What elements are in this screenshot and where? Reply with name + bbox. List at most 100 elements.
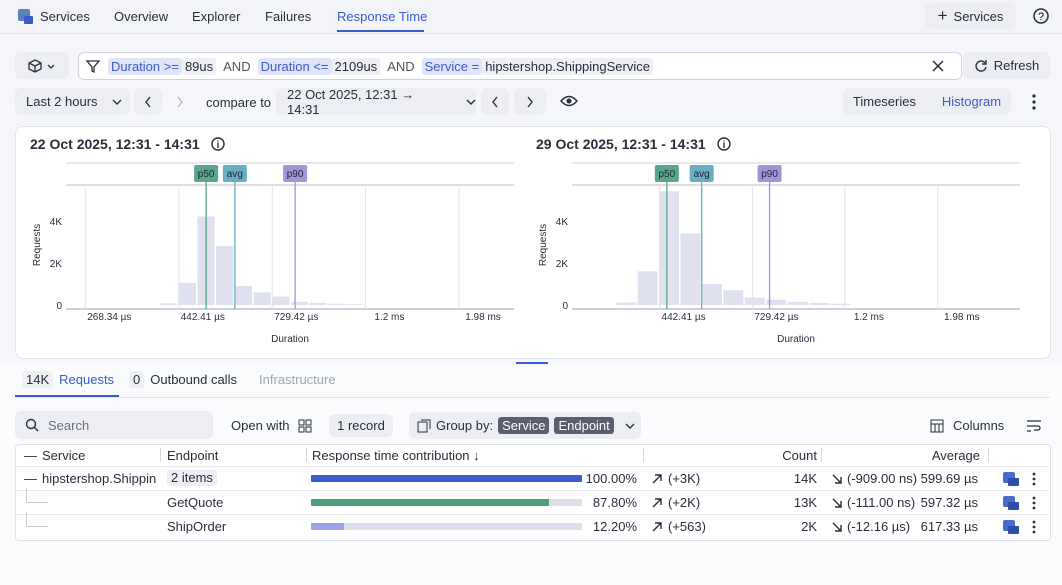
- next-button[interactable]: [166, 88, 194, 115]
- nav-tab-active[interactable]: Response Time: [337, 9, 428, 24]
- info-icon: [717, 137, 731, 151]
- contribution-label: 100.00%: [585, 471, 637, 486]
- y-tick-label: 2K: [50, 259, 63, 270]
- x-tick-label: 442.41 µs: [181, 312, 225, 323]
- more-icon[interactable]: [1028, 93, 1040, 111]
- columns-button[interactable]: Columns: [930, 418, 1004, 433]
- x-tick-label: 1.98 ms: [944, 312, 980, 323]
- compare-next-button[interactable]: [514, 88, 546, 115]
- app-link-icon[interactable]: [1002, 471, 1020, 491]
- tree-line: [26, 526, 48, 527]
- marker-badge: [194, 165, 219, 182]
- histogram-bar: [809, 302, 830, 305]
- wrap-icon[interactable]: [1026, 419, 1042, 433]
- filter-icon: [85, 60, 101, 74]
- nav-tab[interactable]: Overview: [114, 9, 169, 24]
- tab[interactable]: 14K Requests: [22, 371, 114, 388]
- histogram-bar: [637, 271, 658, 305]
- x-tick-label: 729.42 µs: [754, 312, 798, 323]
- endpoint-chip[interactable]: 2 items: [167, 470, 217, 486]
- clear-filter-icon[interactable]: [930, 58, 946, 74]
- average-change: (-12.16 µs): [847, 519, 911, 534]
- refresh-icon: [975, 59, 987, 72]
- timeframe-dropdown[interactable]: Last 2 hours: [15, 88, 130, 115]
- endpoint-name: ShipOrder: [167, 519, 227, 534]
- toggle-option[interactable]: Timeseries: [852, 94, 916, 109]
- histograms: 22 Oct 2025, 12:31 - 14:31 i 268.34 µs 442.…: [30, 136, 1020, 345]
- trend-down-icon: [831, 521, 843, 535]
- filter-bar[interactable]: Duration >= 89us AND Duration <= 2109us AN…: [78, 52, 962, 80]
- tab-count: 14K: [22, 371, 54, 388]
- marker-badge: [222, 165, 247, 182]
- row-divider: [16, 466, 1049, 467]
- search-input[interactable]: Search: [15, 411, 213, 439]
- nav-bar: [0, 0, 1062, 34]
- x-tick-label: 442.41 µs: [662, 312, 706, 323]
- nav-tab[interactable]: Explorer: [192, 9, 241, 24]
- tree-line: [26, 512, 27, 526]
- row-menu-icon[interactable]: [1031, 496, 1037, 513]
- search-icon: [25, 418, 39, 432]
- y-tick-label: 0: [562, 301, 568, 312]
- histogram-bar: [290, 301, 308, 305]
- nav-tab[interactable]: Failures: [265, 9, 312, 24]
- refresh-button[interactable]: Refresh: [963, 52, 1050, 79]
- column-header[interactable]: Service: [42, 448, 86, 463]
- filter-value: 89us: [181, 57, 217, 75]
- compare-prev-button[interactable]: [481, 88, 509, 115]
- eye-icon[interactable]: [560, 94, 578, 108]
- info-icon-glyph: i: [723, 140, 726, 151]
- column-header[interactable]: Average: [931, 448, 980, 463]
- column-header[interactable]: Count: [782, 448, 817, 463]
- trend-up-icon: [651, 497, 663, 511]
- group-by[interactable]: Group by: Service Endpoint: [409, 412, 641, 439]
- app-link-icon[interactable]: [1002, 495, 1020, 515]
- toggle-option-active[interactable]: Histogram: [941, 94, 1002, 109]
- chevron: [466, 99, 476, 105]
- prev-button[interactable]: [134, 88, 162, 115]
- view-toggle[interactable]: Timeseries Histogram: [843, 88, 1011, 115]
- column-header[interactable]: Endpoint: [167, 448, 219, 463]
- trend-up-icon: [651, 521, 663, 535]
- add-services-button[interactable]: + Services: [925, 3, 1016, 29]
- open-with-label: Open with: [231, 418, 290, 433]
- compare-dropdown[interactable]: 22 Oct 2025, 12:31 → 14:31: [276, 87, 476, 117]
- histogram-bar: [766, 299, 787, 305]
- open-with[interactable]: Open with: [231, 418, 312, 433]
- divider: [15, 397, 1050, 398]
- row-menu-icon[interactable]: [1031, 472, 1037, 489]
- count: 2K: [801, 519, 817, 534]
- expand-icon[interactable]: —: [24, 471, 37, 486]
- group-chip: Service: [498, 417, 550, 434]
- trend-down-icon: [831, 497, 843, 511]
- tree-line: [26, 488, 27, 502]
- help-icon[interactable]: ?: [1032, 7, 1050, 25]
- x-tick-label: 1.2 ms: [374, 312, 404, 323]
- y-tick-label: 2K: [556, 259, 569, 270]
- chart-title: 29 Oct 2025, 12:31 - 14:31: [536, 136, 706, 152]
- svg-text:?: ?: [1038, 11, 1044, 23]
- column-divider: [643, 448, 644, 462]
- nav-tab[interactable]: Services: [40, 9, 90, 24]
- entity-dropdown[interactable]: [15, 52, 69, 79]
- histogram-bar: [830, 303, 851, 305]
- filter-key: Service =: [421, 57, 483, 75]
- resize-handle[interactable]: [516, 362, 548, 364]
- tab[interactable]: 0 Outbound calls: [129, 371, 237, 388]
- filter-key: Duration <=: [257, 57, 332, 75]
- column-header[interactable]: Response time contribution ↓: [312, 448, 480, 463]
- average-change: (-111.00 ns): [847, 495, 916, 510]
- contribution-bar: [311, 499, 549, 506]
- row-menu-icon[interactable]: [1031, 520, 1037, 537]
- x-tick-label: 1.98 ms: [465, 312, 501, 323]
- record-count[interactable]: 1 record: [329, 414, 393, 437]
- histogram-bar: [744, 297, 765, 305]
- collapse-icon[interactable]: —: [24, 448, 37, 463]
- histogram-bar: [680, 233, 701, 305]
- histogram-bar: [616, 302, 637, 305]
- x-tick-label: 268.34 µs: [87, 312, 131, 323]
- x-axis-label: Duration: [271, 334, 309, 345]
- app-link-icon[interactable]: [1002, 519, 1020, 539]
- cube-icon: [28, 58, 55, 73]
